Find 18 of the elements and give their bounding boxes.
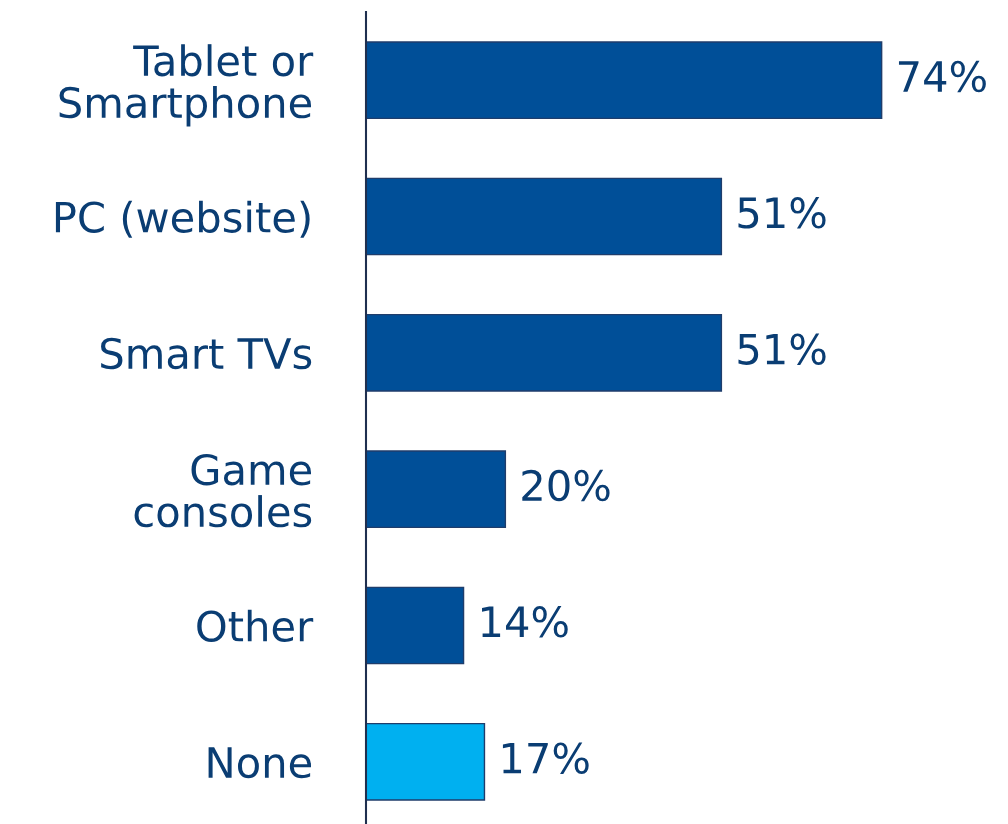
data-label: 51% xyxy=(738,333,826,365)
data-label: 17% xyxy=(502,742,589,774)
y-tick-label: None xyxy=(208,747,311,779)
y-tick-label: PC (website) xyxy=(55,200,310,238)
bar xyxy=(366,722,486,801)
bar xyxy=(366,313,723,392)
y-tick-label: Game consoles xyxy=(134,453,312,528)
data-label: 51% xyxy=(738,197,826,229)
data-label: 14% xyxy=(482,606,568,638)
data-label: 20% xyxy=(522,469,610,502)
bar xyxy=(366,586,465,665)
y-tick-label: Other xyxy=(197,609,314,642)
y-tick-label: Tablet or Smartphone xyxy=(59,44,314,127)
bar xyxy=(366,41,883,120)
y-tick-label: Smart TVs xyxy=(101,337,312,370)
bar xyxy=(366,177,723,256)
bar xyxy=(366,450,507,529)
data-label: 74% xyxy=(898,60,986,93)
